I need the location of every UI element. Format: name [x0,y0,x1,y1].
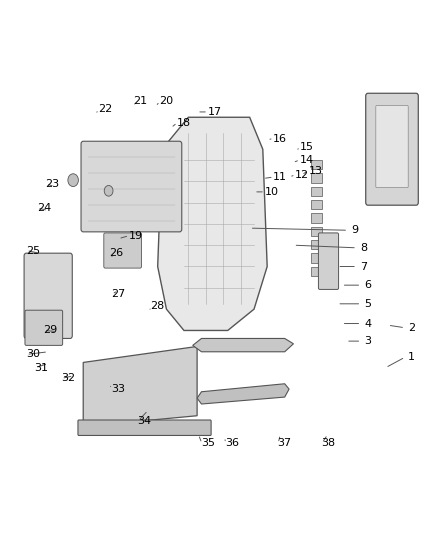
Bar [311,266,322,276]
Text: 18: 18 [177,118,191,127]
Text: 2: 2 [408,323,415,333]
Bar [311,200,322,209]
Text: 5: 5 [364,299,371,309]
FancyBboxPatch shape [318,233,339,289]
Text: 6: 6 [364,280,371,290]
Text: 27: 27 [111,289,125,299]
Bar [311,240,322,249]
Text: 24: 24 [37,203,51,213]
FancyBboxPatch shape [78,420,211,435]
FancyBboxPatch shape [81,141,182,232]
Text: 10: 10 [265,187,279,197]
Text: 37: 37 [278,439,292,448]
Bar [311,227,322,236]
Text: 26: 26 [109,248,123,258]
Text: 25: 25 [26,246,40,255]
Text: 19: 19 [129,231,143,240]
Bar [311,213,322,223]
Bar [311,253,322,263]
FancyBboxPatch shape [104,233,141,268]
Text: 21: 21 [133,96,147,106]
Text: 7: 7 [360,262,367,271]
PathPatch shape [83,346,197,426]
Text: 20: 20 [159,96,173,106]
Text: 30: 30 [26,350,40,359]
Text: 14: 14 [300,155,314,165]
PathPatch shape [193,338,293,352]
Text: 36: 36 [225,439,239,448]
Text: 23: 23 [46,179,60,189]
FancyBboxPatch shape [376,106,408,188]
FancyBboxPatch shape [25,310,63,345]
Text: 32: 32 [61,374,75,383]
Text: 31: 31 [35,363,49,373]
Text: 34: 34 [138,416,152,426]
Text: 11: 11 [273,172,287,182]
Bar [311,173,322,183]
Text: 15: 15 [300,142,314,151]
Text: 9: 9 [351,225,358,235]
Text: 28: 28 [151,302,165,311]
FancyBboxPatch shape [24,253,72,338]
PathPatch shape [158,117,267,330]
Text: 33: 33 [111,384,125,394]
Text: 16: 16 [273,134,287,143]
Text: 12: 12 [295,170,309,180]
Circle shape [104,185,113,196]
Text: 8: 8 [360,243,367,253]
Text: 29: 29 [43,326,57,335]
Text: 3: 3 [364,336,371,346]
Text: 17: 17 [208,107,222,117]
Text: 1: 1 [408,352,415,362]
Bar [311,160,322,169]
Text: 35: 35 [201,439,215,448]
Circle shape [68,174,78,187]
Text: 38: 38 [321,439,336,448]
PathPatch shape [197,384,289,404]
Text: 22: 22 [98,104,112,114]
Bar [311,187,322,196]
FancyBboxPatch shape [366,93,418,205]
Text: 4: 4 [364,319,371,328]
Text: 13: 13 [308,166,322,175]
